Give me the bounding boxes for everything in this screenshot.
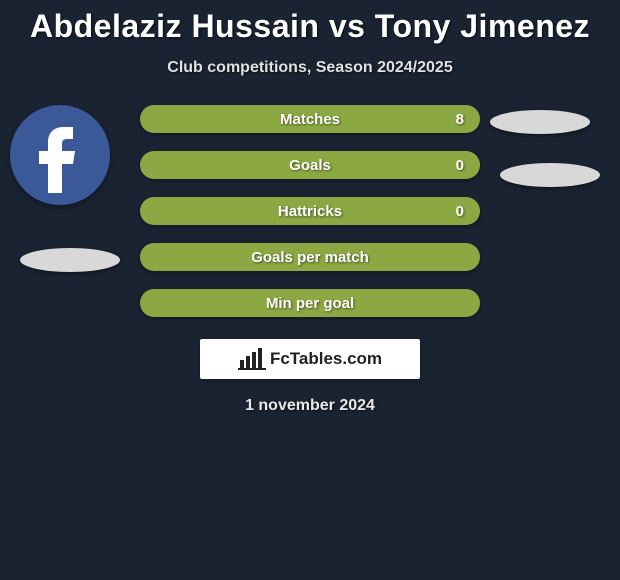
subtitle: Club competitions, Season 2024/2025 [0,59,620,77]
stat-row: Goals 0 [140,151,480,179]
comparison-stage: Matches 8 Goals 0 Hattricks 0 Goals per … [0,105,620,415]
bar-chart-icon [238,348,266,370]
stat-row: Min per goal [140,289,480,317]
player-right-placeholder-oval-1 [490,110,590,134]
stat-row: Goals per match [140,243,480,271]
branding-text: FcTables.com [270,349,382,369]
stat-value: 0 [456,157,464,174]
stat-label: Goals [289,157,331,174]
player-right-placeholder-oval-2 [500,163,600,187]
stat-label: Min per goal [266,295,354,312]
stat-label: Matches [280,111,340,128]
branding-badge: FcTables.com [200,339,420,379]
stat-label: Goals per match [251,249,369,266]
stat-value: 8 [456,111,464,128]
stat-value: 0 [456,203,464,220]
date-text: 1 november 2024 [0,397,620,415]
stat-row: Matches 8 [140,105,480,133]
page-title: Abdelaziz Hussain vs Tony Jimenez [0,0,620,45]
stat-row: Hattricks 0 [140,197,480,225]
player-left-placeholder-oval [20,248,120,272]
facebook-icon [10,105,110,205]
stat-label: Hattricks [278,203,342,220]
player-left-avatar [10,105,110,205]
